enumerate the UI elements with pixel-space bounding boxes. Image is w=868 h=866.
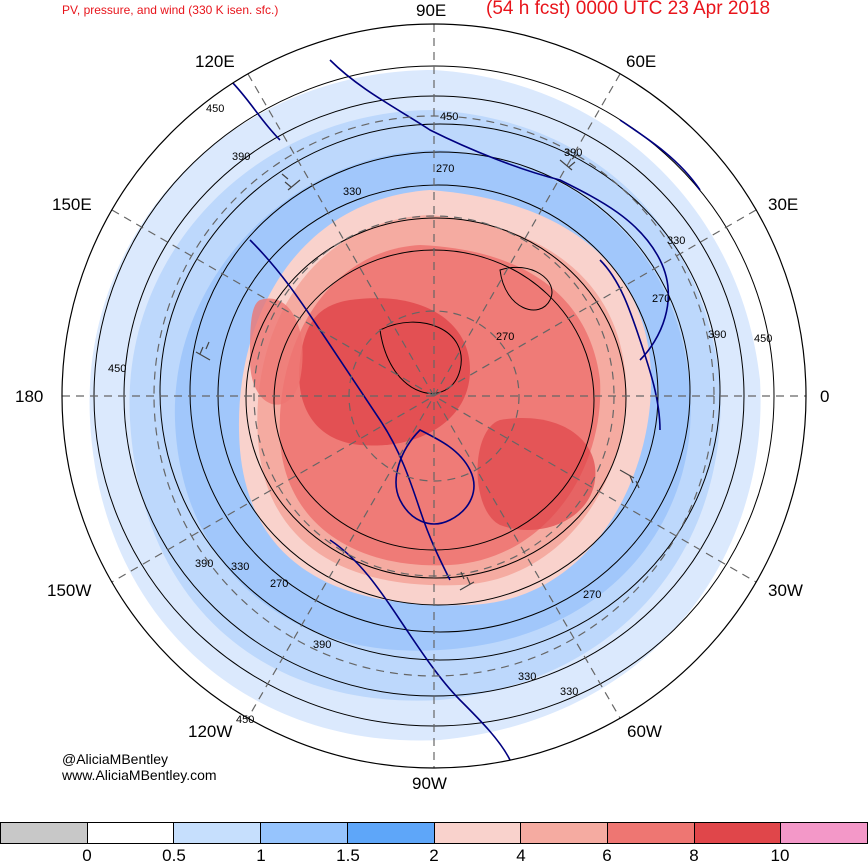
contour-label: 330 [667, 235, 685, 247]
colorbar-tick: 4 [516, 846, 526, 865]
contour-label: 330 [518, 671, 536, 683]
colorbar-bin [86, 822, 174, 844]
lon-label-120w: 120W [188, 722, 233, 741]
contour-label: 390 [564, 147, 582, 159]
colorbar-tick: 6 [602, 846, 612, 865]
colorbar-bin [520, 822, 607, 844]
colorbar-tick: 2 [429, 846, 439, 865]
contour-label: 270 [583, 589, 601, 601]
contour-label: 270 [496, 331, 514, 343]
contour-label: 450 [108, 363, 126, 375]
contour-label: 450 [440, 111, 458, 123]
lon-label-90w: 90W [412, 774, 447, 793]
lon-label-30w: 30W [768, 581, 803, 600]
contour-label: 330 [231, 561, 249, 573]
contour-labels: 450 390 330 270 450 390 270 330 270 390 … [108, 103, 772, 726]
contour-label: 450 [754, 333, 772, 345]
lon-label-90e: 90E [416, 1, 447, 20]
polar-stereographic-map: 450 390 330 270 450 390 270 330 270 390 … [61, 23, 807, 769]
author-handle: @AliciaMBentley [62, 751, 169, 767]
colorbar-tick: 0.5 [162, 846, 186, 865]
pv-colorbar [0, 822, 868, 844]
lon-label-150e: 150E [52, 195, 92, 214]
lon-label-120e: 120E [195, 52, 235, 71]
pv-shading-deep-red [299, 298, 470, 446]
lon-label-150w: 150W [47, 581, 92, 600]
colorbar-bin [346, 822, 434, 844]
contour-label: 330 [343, 186, 361, 198]
contour-label: 270 [270, 578, 288, 590]
colorbar-bin [260, 822, 347, 844]
contour-label: 330 [560, 686, 578, 698]
colorbar-bin [606, 822, 694, 844]
lon-label-180: 180 [15, 387, 44, 406]
colorbar-tick: 1 [256, 846, 266, 865]
colorbar-bin [433, 822, 521, 844]
contour-label: 270 [436, 163, 454, 175]
contour-label: 270 [652, 293, 670, 305]
valid-time: (54 h fcst) 0000 UTC 23 Apr 2018 [486, 0, 771, 19]
contour-label: 450 [206, 103, 224, 115]
colorbar-tick: 10 [770, 846, 790, 865]
lon-label-30e: 30E [768, 195, 799, 214]
colorbar-bin [780, 822, 868, 844]
lon-label-0: 0 [820, 387, 830, 406]
contour-label: 390 [708, 329, 726, 341]
contour-label: 390 [195, 558, 213, 570]
author-website[interactable]: www.AliciaMBentley.com [62, 767, 217, 783]
contour-label: 390 [232, 151, 250, 163]
colorbar-tick: 8 [689, 846, 699, 865]
lon-label-60w: 60W [627, 722, 662, 741]
contour-label: 390 [313, 639, 331, 651]
colorbar-tick: 1.5 [336, 846, 360, 865]
lon-label-60e: 60E [626, 52, 657, 71]
colorbar-bin [0, 822, 87, 844]
map-subtitle: PV, pressure, and wind (330 K isen. sfc.… [62, 3, 279, 17]
colorbar-tick: 0 [82, 846, 92, 865]
colorbar-bin [693, 822, 781, 844]
contour-label: 450 [236, 714, 254, 726]
colorbar-bin [173, 822, 261, 844]
